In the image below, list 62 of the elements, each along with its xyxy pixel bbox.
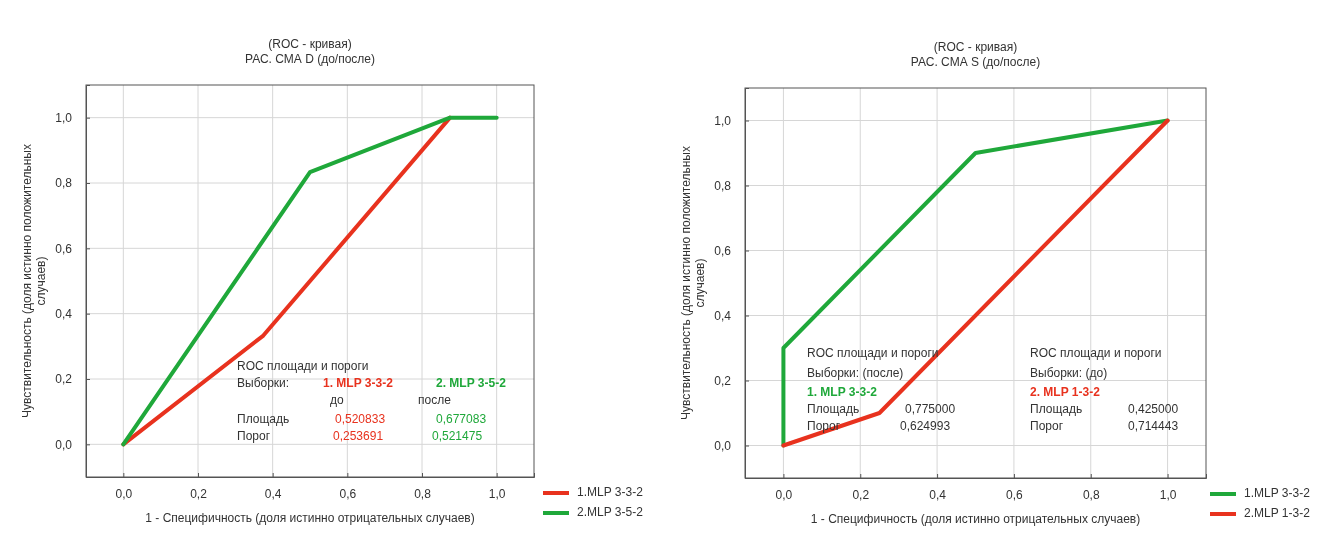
y-tick-label: 0,8 xyxy=(55,176,73,191)
chart-title: (ROC - кривая) xyxy=(268,37,352,51)
x-tick-label: 0,4 xyxy=(929,487,947,502)
x-tick-label: 0,8 xyxy=(414,486,432,501)
annotation: Площадь xyxy=(807,402,860,417)
legend-label: 1.MLP 3-3-2 xyxy=(1244,486,1311,501)
annotation: Порог xyxy=(1030,419,1064,434)
annotation: ROC площади и пороги xyxy=(237,359,369,374)
legend-label: 2.MLP 1-3-2 xyxy=(1244,506,1311,521)
y-axis-title: Чувствительность (доля истинно положительных случаев) xyxy=(20,144,48,418)
annotation: ROC площади и пороги xyxy=(807,346,939,361)
annotation: Площадь xyxy=(237,412,290,427)
annotation: Порог xyxy=(237,429,271,444)
annotation: 0,714443 xyxy=(1128,419,1179,434)
annotation: 1. MLP 3-3-2 xyxy=(323,376,394,391)
annotation: Выборки: (после) xyxy=(807,366,904,381)
annotation: 2. MLP 3-5-2 xyxy=(436,376,507,391)
y-tick-label: 0,4 xyxy=(714,308,732,323)
y-tick-label: 0,6 xyxy=(55,241,73,256)
y-axis-title: Чувствительность (доля истинно положительных случаев) xyxy=(679,146,707,420)
annotation: Выборки: xyxy=(237,376,290,391)
y-tick-label: 0,0 xyxy=(714,438,732,453)
annotation: 0,253691 xyxy=(333,429,384,444)
legend-label: 1.MLP 3-3-2 xyxy=(577,485,644,500)
y-tick-label: 0,2 xyxy=(55,372,73,387)
annotation: 0,520833 xyxy=(335,412,386,427)
annotation: 0,521475 xyxy=(432,429,483,444)
y-tick-label: 1,0 xyxy=(55,111,73,126)
annotation: ROC площади и пороги xyxy=(1030,346,1162,361)
x-axis-title: 1 - Специфичность (доля истинно отрицательных случаев) xyxy=(810,512,1141,526)
chart-subtitle: РАС. СМА S (до/после) xyxy=(910,55,1041,69)
annotation: 0,425000 xyxy=(1128,402,1179,417)
chart-title: (ROC - кривая) xyxy=(933,40,1018,54)
annotation: Выборки: (до) xyxy=(1030,366,1108,381)
annotation: 2. MLP 1-3-2 xyxy=(1030,385,1101,400)
x-tick-label: 0,6 xyxy=(339,486,357,501)
y-tick-label: 0,4 xyxy=(55,307,73,322)
y-tick-label: 0,6 xyxy=(714,243,732,258)
x-tick-label: 0,2 xyxy=(190,486,208,501)
annotation: до xyxy=(330,393,344,408)
annotation: Площадь xyxy=(1030,402,1083,417)
annotation: Порог xyxy=(807,419,841,434)
x-tick-label: 1,0 xyxy=(488,486,506,501)
x-tick-label: 0,2 xyxy=(852,487,870,502)
annotation: после xyxy=(418,393,452,408)
x-tick-label: 1,0 xyxy=(1159,487,1177,502)
x-tick-label: 0,0 xyxy=(115,486,133,501)
annotation: 1. MLP 3-3-2 xyxy=(807,385,878,400)
x-tick-label: 0,4 xyxy=(264,486,282,501)
y-tick-label: 0,0 xyxy=(55,437,73,452)
x-tick-label: 0,6 xyxy=(1006,487,1024,502)
x-tick-label: 0,0 xyxy=(775,487,793,502)
chart-subtitle: РАС. СМА D (до/после) xyxy=(245,52,375,66)
y-tick-label: 0,8 xyxy=(714,178,732,193)
y-tick-label: 1,0 xyxy=(714,113,732,128)
annotation: 0,677083 xyxy=(436,412,487,427)
legend-label: 2.MLP 3-5-2 xyxy=(577,505,644,520)
annotation: 0,624993 xyxy=(900,419,951,434)
x-tick-label: 0,8 xyxy=(1082,487,1100,502)
x-axis-title: 1 - Специфичность (доля истинно отрицательных случаев) xyxy=(145,511,475,525)
y-tick-label: 0,2 xyxy=(714,373,732,388)
annotation: 0,775000 xyxy=(905,402,956,417)
